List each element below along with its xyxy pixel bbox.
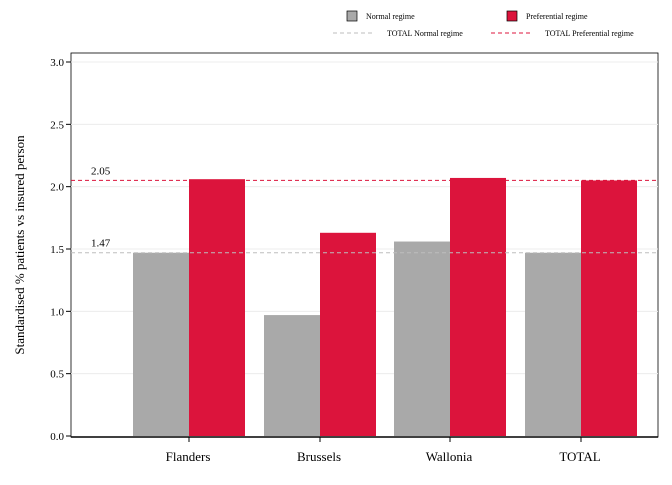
legend: Normal regime Preferential regime TOTAL No… bbox=[333, 10, 634, 38]
y-tick-label: 1.0 bbox=[50, 306, 64, 318]
legend-label: TOTAL Preferential regime bbox=[545, 29, 634, 38]
x-tick-label: TOTAL bbox=[559, 449, 600, 464]
legend-label: TOTAL Normal regime bbox=[387, 29, 463, 38]
bar bbox=[264, 315, 320, 436]
legend-label: Preferential regime bbox=[526, 12, 588, 21]
y-tick-label: 3.0 bbox=[50, 57, 64, 69]
bar bbox=[133, 252, 189, 436]
legend-label: Normal regime bbox=[366, 12, 415, 21]
bar bbox=[450, 177, 506, 436]
legend-swatch bbox=[346, 10, 358, 22]
y-tick-label: 1.5 bbox=[50, 244, 64, 256]
reference-line-label: 1.47 bbox=[91, 238, 111, 250]
y-tick-label: 0.0 bbox=[50, 431, 64, 443]
bar bbox=[189, 179, 245, 437]
bar bbox=[394, 241, 450, 436]
y-axis-label: Standardised % patients vs insured perso… bbox=[12, 135, 27, 355]
bar bbox=[320, 232, 376, 436]
x-tick-label: Brussels bbox=[297, 449, 341, 464]
reference-line-label: 2.05 bbox=[91, 165, 111, 177]
plot-area: 0.0 0.5 1.0 1.5 2.0 2.5 3.0 Flanders Brussels Wal… bbox=[50, 52, 659, 464]
bar bbox=[581, 180, 637, 436]
x-tick-label: Flanders bbox=[166, 449, 211, 464]
y-tick-label: 2.5 bbox=[50, 119, 64, 131]
x-tick-label: Wallonia bbox=[426, 449, 473, 464]
legend-swatch bbox=[506, 10, 518, 22]
y-tick-label: 0.5 bbox=[50, 369, 64, 381]
bar bbox=[525, 252, 581, 436]
y-tick-label: 2.0 bbox=[50, 182, 64, 194]
